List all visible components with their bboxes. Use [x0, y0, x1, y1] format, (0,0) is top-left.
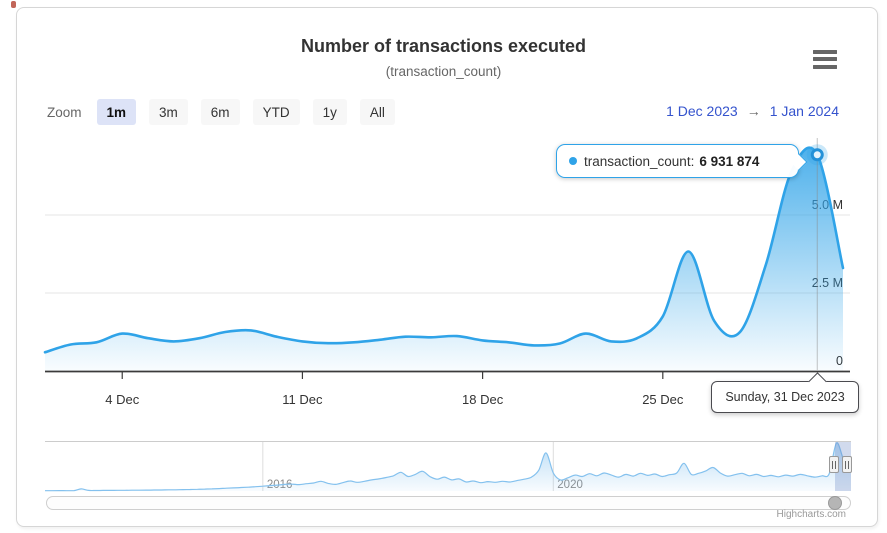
zoom-button-ytd[interactable]: YTD [252, 99, 300, 125]
chart-subtitle: (transaction_count) [385, 64, 502, 79]
scrollbar-track[interactable] [46, 496, 851, 510]
chart-title: Number of transactions executed [300, 36, 587, 56]
tooltip-label: transaction_count: [584, 153, 695, 169]
range-selector: Zoom 1m 3m 6m YTD 1y All [47, 99, 408, 125]
navigator-left-handle[interactable] [829, 456, 839, 473]
svg-text:18 Dec: 18 Dec [462, 392, 504, 407]
date-tooltip-text: Sunday, 31 Dec 2023 [725, 390, 845, 404]
chart-card [16, 7, 878, 527]
navigator-right-handle[interactable] [842, 456, 852, 473]
red-marker [11, 1, 16, 8]
zoom-button-6m[interactable]: 6m [200, 99, 240, 125]
date-range: 1 Dec 2023 → 1 Jan 2024 [666, 103, 839, 119]
hover-marker [810, 148, 824, 162]
zoom-button-all[interactable]: All [359, 99, 395, 125]
zoom-label: Zoom [47, 104, 82, 120]
zoom-button-1y[interactable]: 1y [312, 99, 347, 125]
zoom-button-1m[interactable]: 1m [96, 99, 137, 125]
range-from-input[interactable]: 1 Dec 2023 [666, 103, 738, 119]
credits-link[interactable]: Highcharts.com [776, 509, 846, 520]
series-dot-icon [569, 157, 577, 165]
context-menu-button[interactable] [810, 45, 842, 73]
range-to-input[interactable]: 1 Jan 2024 [769, 103, 839, 119]
series-tooltip: transaction_count: 6 931 874 [556, 144, 807, 178]
hamburger-icon [813, 57, 837, 61]
zoom-button-3m[interactable]: 3m [149, 99, 188, 125]
xaxis-date-tooltip: Sunday, 31 Dec 2023 [711, 372, 859, 413]
scrollbar-thumb[interactable] [828, 496, 842, 510]
tooltip-value: 6 931 874 [699, 153, 760, 169]
hamburger-icon [813, 49, 837, 54]
hamburger-icon [813, 64, 837, 69]
svg-text:25 Dec: 25 Dec [642, 392, 684, 407]
range-arrow-icon: → [746, 103, 761, 119]
svg-text:4 Dec: 4 Dec [105, 392, 139, 407]
svg-text:11 Dec: 11 Dec [282, 392, 323, 407]
